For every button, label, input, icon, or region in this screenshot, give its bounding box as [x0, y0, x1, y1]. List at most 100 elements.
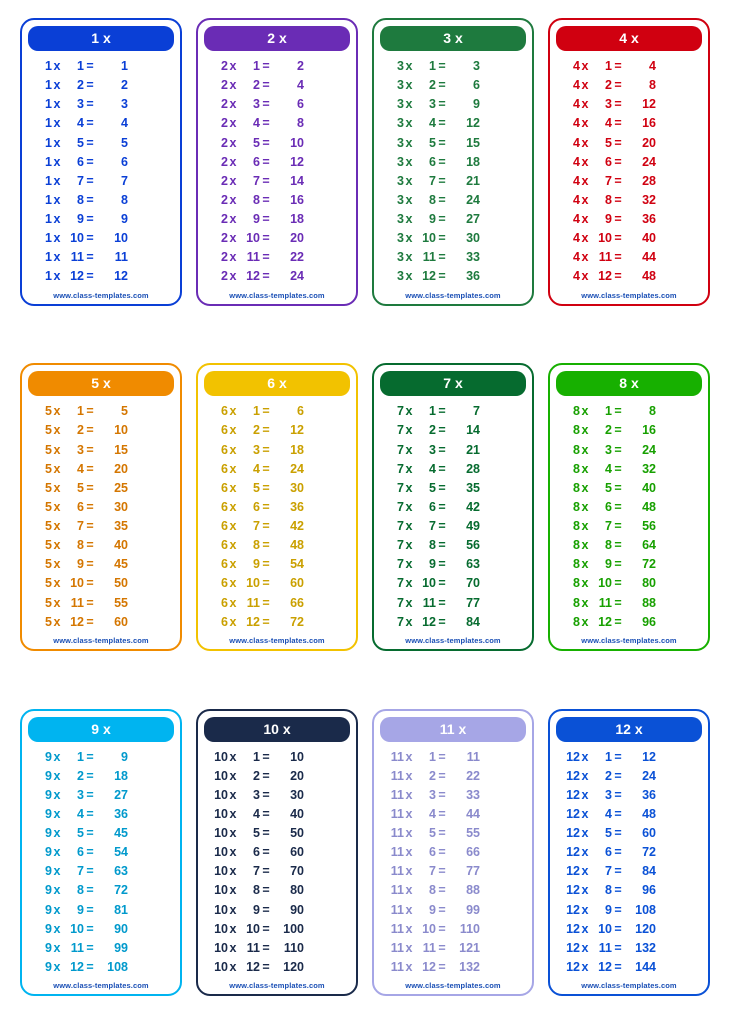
times-sign: x: [404, 555, 414, 573]
multiplication-row: 11x4=44: [386, 805, 520, 823]
multiplier: 3: [62, 441, 84, 459]
multiplier: 3: [590, 786, 612, 804]
product: 45: [96, 555, 128, 573]
product: 35: [448, 479, 480, 497]
times-sign: x: [52, 748, 62, 766]
multiplier: 5: [238, 134, 260, 152]
multiplication-row: 11x5=55: [386, 824, 520, 842]
multiplication-row: 7x1=7: [386, 402, 520, 420]
multiplication-row: 6x8=48: [210, 536, 344, 554]
equals-sign: =: [436, 95, 448, 113]
multiplier: 2: [414, 76, 436, 94]
product: 60: [272, 843, 304, 861]
product: 77: [448, 594, 480, 612]
product: 30: [272, 786, 304, 804]
multiplicand: 7: [386, 498, 404, 516]
times-sign: x: [580, 536, 590, 554]
multiplication-row: 10x12=120: [210, 958, 344, 976]
equals-sign: =: [84, 843, 96, 861]
times-sign: x: [228, 402, 238, 420]
product: 60: [272, 574, 304, 592]
times-sign: x: [580, 862, 590, 880]
product: 22: [272, 248, 304, 266]
equals-sign: =: [260, 594, 272, 612]
times-sign: x: [52, 613, 62, 631]
times-sign: x: [580, 824, 590, 842]
equals-sign: =: [436, 76, 448, 94]
times-sign: x: [228, 57, 238, 75]
multiplication-row: 5x9=45: [34, 555, 168, 573]
equals-sign: =: [84, 248, 96, 266]
multiplier: 1: [238, 57, 260, 75]
equals-sign: =: [84, 460, 96, 478]
multiplicand: 7: [386, 402, 404, 420]
equals-sign: =: [436, 441, 448, 459]
multiplication-row: 1x2=2: [34, 76, 168, 94]
times-sign: x: [404, 114, 414, 132]
multiplier: 2: [62, 767, 84, 785]
equals-sign: =: [84, 805, 96, 823]
multiplication-row: 11x7=77: [386, 862, 520, 880]
multiplier: 4: [414, 805, 436, 823]
equals-sign: =: [260, 767, 272, 785]
multiplicand: 9: [34, 786, 52, 804]
product: 22: [448, 767, 480, 785]
times-sign: x: [580, 57, 590, 75]
product: 72: [96, 881, 128, 899]
multiplicand: 9: [34, 843, 52, 861]
multiplier: 2: [238, 421, 260, 439]
multiplicand: 3: [386, 267, 404, 285]
product: 45: [96, 824, 128, 842]
product: 54: [96, 843, 128, 861]
times-sign: x: [228, 824, 238, 842]
card-footer-link: www.class-templates.com: [204, 291, 350, 300]
multiplication-row: 11x8=88: [386, 881, 520, 899]
equals-sign: =: [84, 172, 96, 190]
product: 32: [624, 460, 656, 478]
multiplication-row: 4x11=44: [562, 248, 696, 266]
product: 11: [96, 248, 128, 266]
equals-sign: =: [84, 229, 96, 247]
multiplicand: 7: [386, 517, 404, 535]
product: 9: [96, 748, 128, 766]
times-sign: x: [580, 95, 590, 113]
multiplier: 4: [590, 460, 612, 478]
times-sign: x: [228, 881, 238, 899]
multiplication-row: 10x11=110: [210, 939, 344, 957]
times-sign: x: [52, 114, 62, 132]
times-sign: x: [228, 555, 238, 573]
times-sign: x: [228, 248, 238, 266]
multiplication-row: 7x6=42: [386, 498, 520, 516]
multiplication-row: 3x6=18: [386, 153, 520, 171]
multiplication-row: 1x11=11: [34, 248, 168, 266]
multiplicand: 3: [386, 57, 404, 75]
multiplier: 12: [238, 267, 260, 285]
times-sign: x: [404, 958, 414, 976]
times-sign: x: [52, 57, 62, 75]
multiplier: 7: [62, 517, 84, 535]
times-sign: x: [580, 901, 590, 919]
multiplicand: 2: [210, 114, 228, 132]
multiplication-row: 9x6=54: [34, 843, 168, 861]
product: 1: [96, 57, 128, 75]
equals-sign: =: [436, 517, 448, 535]
multiplication-row: 12x12=144: [562, 958, 696, 976]
times-sign: x: [580, 421, 590, 439]
equals-sign: =: [260, 441, 272, 459]
multiplier: 9: [238, 555, 260, 573]
card-row: 5 x5x1=55x2=105x3=155x4=205x5=255x6=305x…: [20, 363, 710, 651]
card-footer-link: www.class-templates.com: [556, 291, 702, 300]
product: 110: [448, 920, 480, 938]
equals-sign: =: [612, 248, 624, 266]
multiplicand: 7: [386, 594, 404, 612]
equals-sign: =: [260, 786, 272, 804]
multiplicand: 12: [562, 767, 580, 785]
multiplier: 6: [238, 153, 260, 171]
multiplier: 9: [238, 901, 260, 919]
multiplication-row: 2x1=2: [210, 57, 344, 75]
times-sign: x: [52, 843, 62, 861]
times-sign: x: [580, 210, 590, 228]
multiplicand: 2: [210, 172, 228, 190]
times-sign: x: [404, 824, 414, 842]
multiplicand: 12: [562, 862, 580, 880]
